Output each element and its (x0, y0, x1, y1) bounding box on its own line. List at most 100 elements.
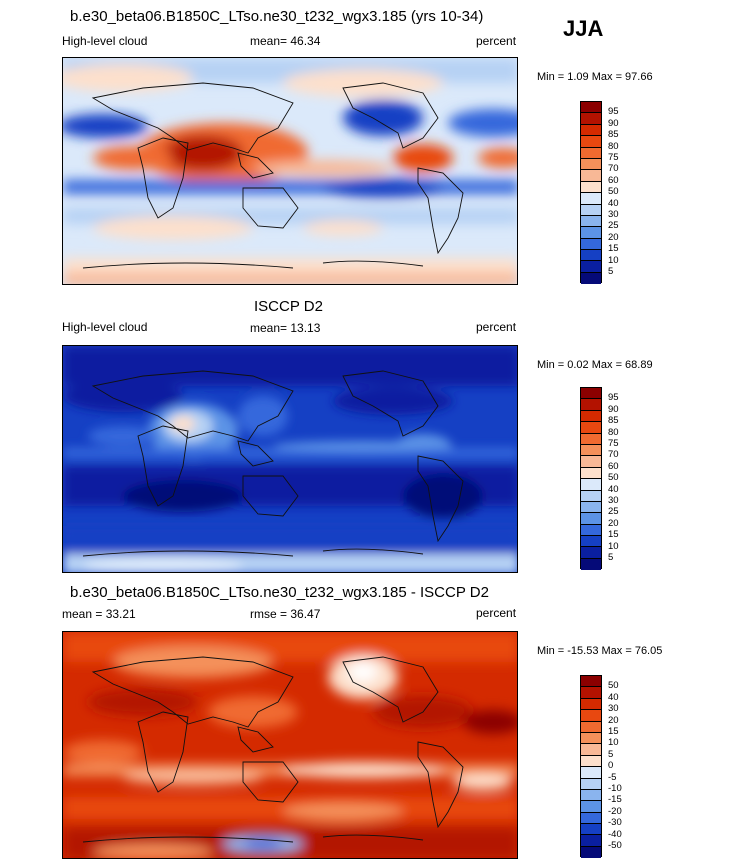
colorbar-swatch (581, 193, 601, 205)
colorbar-swatch (581, 456, 601, 468)
colorbar-tick-label: 5 (608, 748, 614, 760)
colorbar-tick-label: 70 (608, 449, 619, 461)
panel-model-minmax: Min = 1.09 Max = 97.66 (537, 71, 653, 83)
colorbar-tick-label: 75 (608, 438, 619, 449)
colorbar-swatch (581, 113, 601, 125)
colorbar-swatch (581, 102, 601, 114)
colorbar-swatch (581, 687, 601, 699)
colorbar-tick-label: 40 (608, 197, 619, 209)
colorbar-swatch (581, 767, 601, 779)
colorbar-tick-label: 75 (608, 152, 619, 163)
colorbar-swatch (581, 710, 601, 722)
colorbar-swatch (581, 755, 601, 768)
colorbar-swatch (581, 698, 601, 711)
colorbar-tick-label: 30 (608, 703, 619, 715)
colorbar-swatch (581, 536, 601, 548)
colorbar-swatch (581, 422, 601, 434)
panel-diff-mean-label: mean = 33.21 (62, 607, 136, 621)
colorbar-swatch (581, 410, 601, 423)
panel-obs-mean-label: mean= 13.13 (250, 321, 321, 335)
colorbar-swatch (581, 388, 601, 400)
colorbar-tick-label: -40 (608, 828, 622, 840)
panel-diff-minmax: Min = -15.53 Max = 76.05 (537, 645, 663, 657)
colorbar-swatch (581, 433, 601, 445)
colorbar-swatch (581, 170, 601, 182)
colorbar-tick-label: 50 (608, 472, 619, 484)
panel-obs-map (62, 345, 518, 573)
colorbar-tick-label: 10 (608, 254, 619, 266)
colorbar-swatch (581, 835, 601, 847)
colorbar-swatch (581, 513, 601, 525)
panel-model-colorbar (580, 101, 602, 285)
colorbar-swatch (581, 204, 601, 216)
colorbar-swatch (581, 136, 601, 148)
colorbar-tick-label: 90 (608, 403, 619, 415)
colorbar-tick-label: 40 (608, 483, 619, 495)
colorbar-swatch (581, 181, 601, 194)
colorbar-swatch (581, 467, 601, 480)
colorbar-swatch (581, 158, 601, 171)
colorbar-swatch (581, 812, 601, 825)
colorbar-swatch (581, 721, 601, 733)
panel-diff-units-label: percent (476, 606, 517, 620)
panel-diff-colorbar (580, 675, 602, 859)
panel-model-units-label: percent (476, 34, 517, 48)
colorbar-swatch (581, 490, 601, 502)
colorbar-tick-label: 5 (608, 552, 614, 563)
colorbar-tick-label: -15 (608, 794, 622, 806)
colorbar-tick-label: 90 (608, 117, 619, 129)
colorbar-swatch (581, 524, 601, 537)
colorbar-swatch (581, 227, 601, 239)
colorbar-swatch (581, 444, 601, 457)
colorbar-tick-label: 60 (608, 174, 619, 186)
colorbar-tick-label: 85 (608, 415, 619, 427)
panel-diff-map (62, 631, 518, 859)
colorbar-swatch (581, 789, 601, 802)
colorbar-swatch (581, 846, 601, 859)
colorbar-tick-label: 85 (608, 129, 619, 141)
colorbar-swatch (581, 272, 601, 285)
colorbar-tick-label: 5 (608, 266, 614, 277)
panel-model-variable-label: High-level cloud (62, 34, 148, 48)
panel-diff-title: b.e30_beta06.B1850C_LTso.ne30_t232_wgx3.… (70, 584, 489, 601)
colorbar-swatch (581, 479, 601, 491)
colorbar-tick-label: 50 (608, 186, 619, 198)
colorbar-tick-label: 20 (608, 231, 619, 243)
panel-model-title: b.e30_beta06.B1850C_LTso.ne30_t232_wgx3.… (70, 8, 484, 25)
colorbar-tick-label: -50 (608, 840, 622, 851)
colorbar-tick-label: 25 (608, 220, 619, 232)
colorbar-tick-label: 20 (608, 714, 619, 726)
colorbar-tick-label: 20 (608, 517, 619, 529)
colorbar-tick-label: 30 (608, 209, 619, 220)
panel-obs-title: ISCCP D2 (254, 298, 323, 315)
panel-obs-units-label: percent (476, 320, 517, 334)
colorbar-tick-label: -30 (608, 817, 622, 829)
colorbar-tick-label: 15 (608, 726, 619, 737)
colorbar-swatch (581, 215, 601, 228)
panel-obs-minmax: Min = 0.02 Max = 68.89 (537, 359, 653, 371)
colorbar-tick-label: 70 (608, 163, 619, 175)
colorbar-swatch (581, 824, 601, 836)
colorbar-tick-label: -10 (608, 783, 622, 794)
colorbar-swatch (581, 558, 601, 571)
colorbar-tick-label: 60 (608, 460, 619, 472)
colorbar-tick-label: -20 (608, 805, 622, 817)
colorbar-swatch (581, 238, 601, 251)
colorbar-swatch (581, 250, 601, 262)
colorbar-tick-label: 15 (608, 243, 619, 255)
panel-obs-variable-label: High-level cloud (62, 320, 148, 334)
colorbar-tick-label: 25 (608, 506, 619, 518)
colorbar-swatch (581, 501, 601, 514)
colorbar-tick-label: 10 (608, 737, 619, 749)
colorbar-tick-label: 40 (608, 691, 619, 703)
colorbar-swatch (581, 399, 601, 411)
colorbar-tick-label: 50 (608, 680, 619, 692)
panel-model-mean-label: mean= 46.34 (250, 34, 321, 48)
colorbar-swatch (581, 124, 601, 137)
colorbar-tick-label: 95 (608, 392, 619, 404)
colorbar-tick-label: -5 (608, 771, 617, 783)
colorbar-swatch (581, 801, 601, 813)
colorbar-swatch (581, 147, 601, 159)
colorbar-tick-label: 0 (608, 760, 614, 772)
colorbar-tick-label: 95 (608, 106, 619, 118)
